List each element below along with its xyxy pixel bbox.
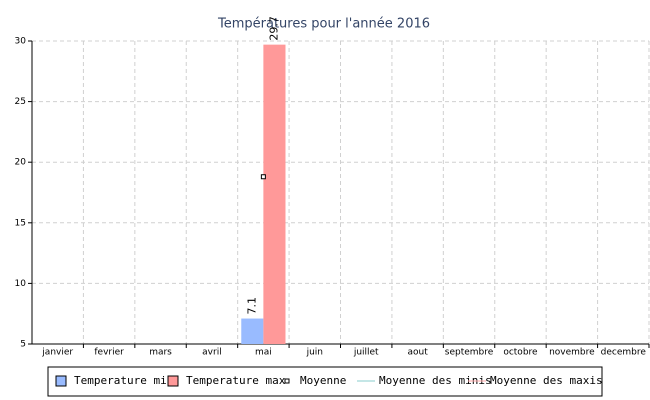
y-tick-label: 25 bbox=[15, 97, 26, 107]
legend-label: Temperature min bbox=[74, 374, 173, 387]
x-tick-label: mai bbox=[255, 348, 272, 358]
legend-swatch bbox=[284, 378, 290, 384]
x-tick-label: octobre bbox=[503, 348, 538, 358]
y-tick-label: 20 bbox=[15, 158, 27, 168]
y-tick-label: 30 bbox=[15, 37, 27, 47]
legend-label: Temperature max bbox=[186, 374, 286, 387]
x-tick-label: avril bbox=[202, 348, 222, 358]
y-tick-label: 5 bbox=[20, 340, 26, 350]
x-tick-label: juin bbox=[306, 348, 323, 358]
x-tick-label: janvier bbox=[41, 348, 73, 358]
x-tick-label: septembre bbox=[445, 348, 494, 358]
mean-point bbox=[260, 174, 266, 180]
legend-label: Moyenne des maxis bbox=[490, 374, 603, 387]
legend-box bbox=[47, 366, 603, 397]
x-tick-label: decembre bbox=[601, 348, 647, 358]
chart-title: Températures pour l'année 2016 bbox=[217, 17, 430, 32]
bar bbox=[263, 44, 286, 345]
value-label: 29.7 bbox=[267, 16, 280, 41]
value-label: 7.1 bbox=[245, 297, 258, 315]
legend-swatch bbox=[167, 375, 179, 387]
legend-swatch bbox=[55, 375, 67, 387]
x-tick-label: juillet bbox=[353, 348, 379, 358]
x-tick-label: mars bbox=[149, 348, 172, 358]
x-tick-label: aout bbox=[407, 348, 428, 358]
y-tick-label: 15 bbox=[15, 218, 26, 228]
legend-label: Moyenne des minis bbox=[379, 374, 492, 387]
y-tick-label: 10 bbox=[15, 279, 27, 289]
x-tick-label: novembre bbox=[549, 348, 595, 358]
bar bbox=[241, 318, 264, 344]
legend-label: Moyenne bbox=[300, 374, 346, 387]
x-tick-label: fevrier bbox=[94, 348, 124, 358]
